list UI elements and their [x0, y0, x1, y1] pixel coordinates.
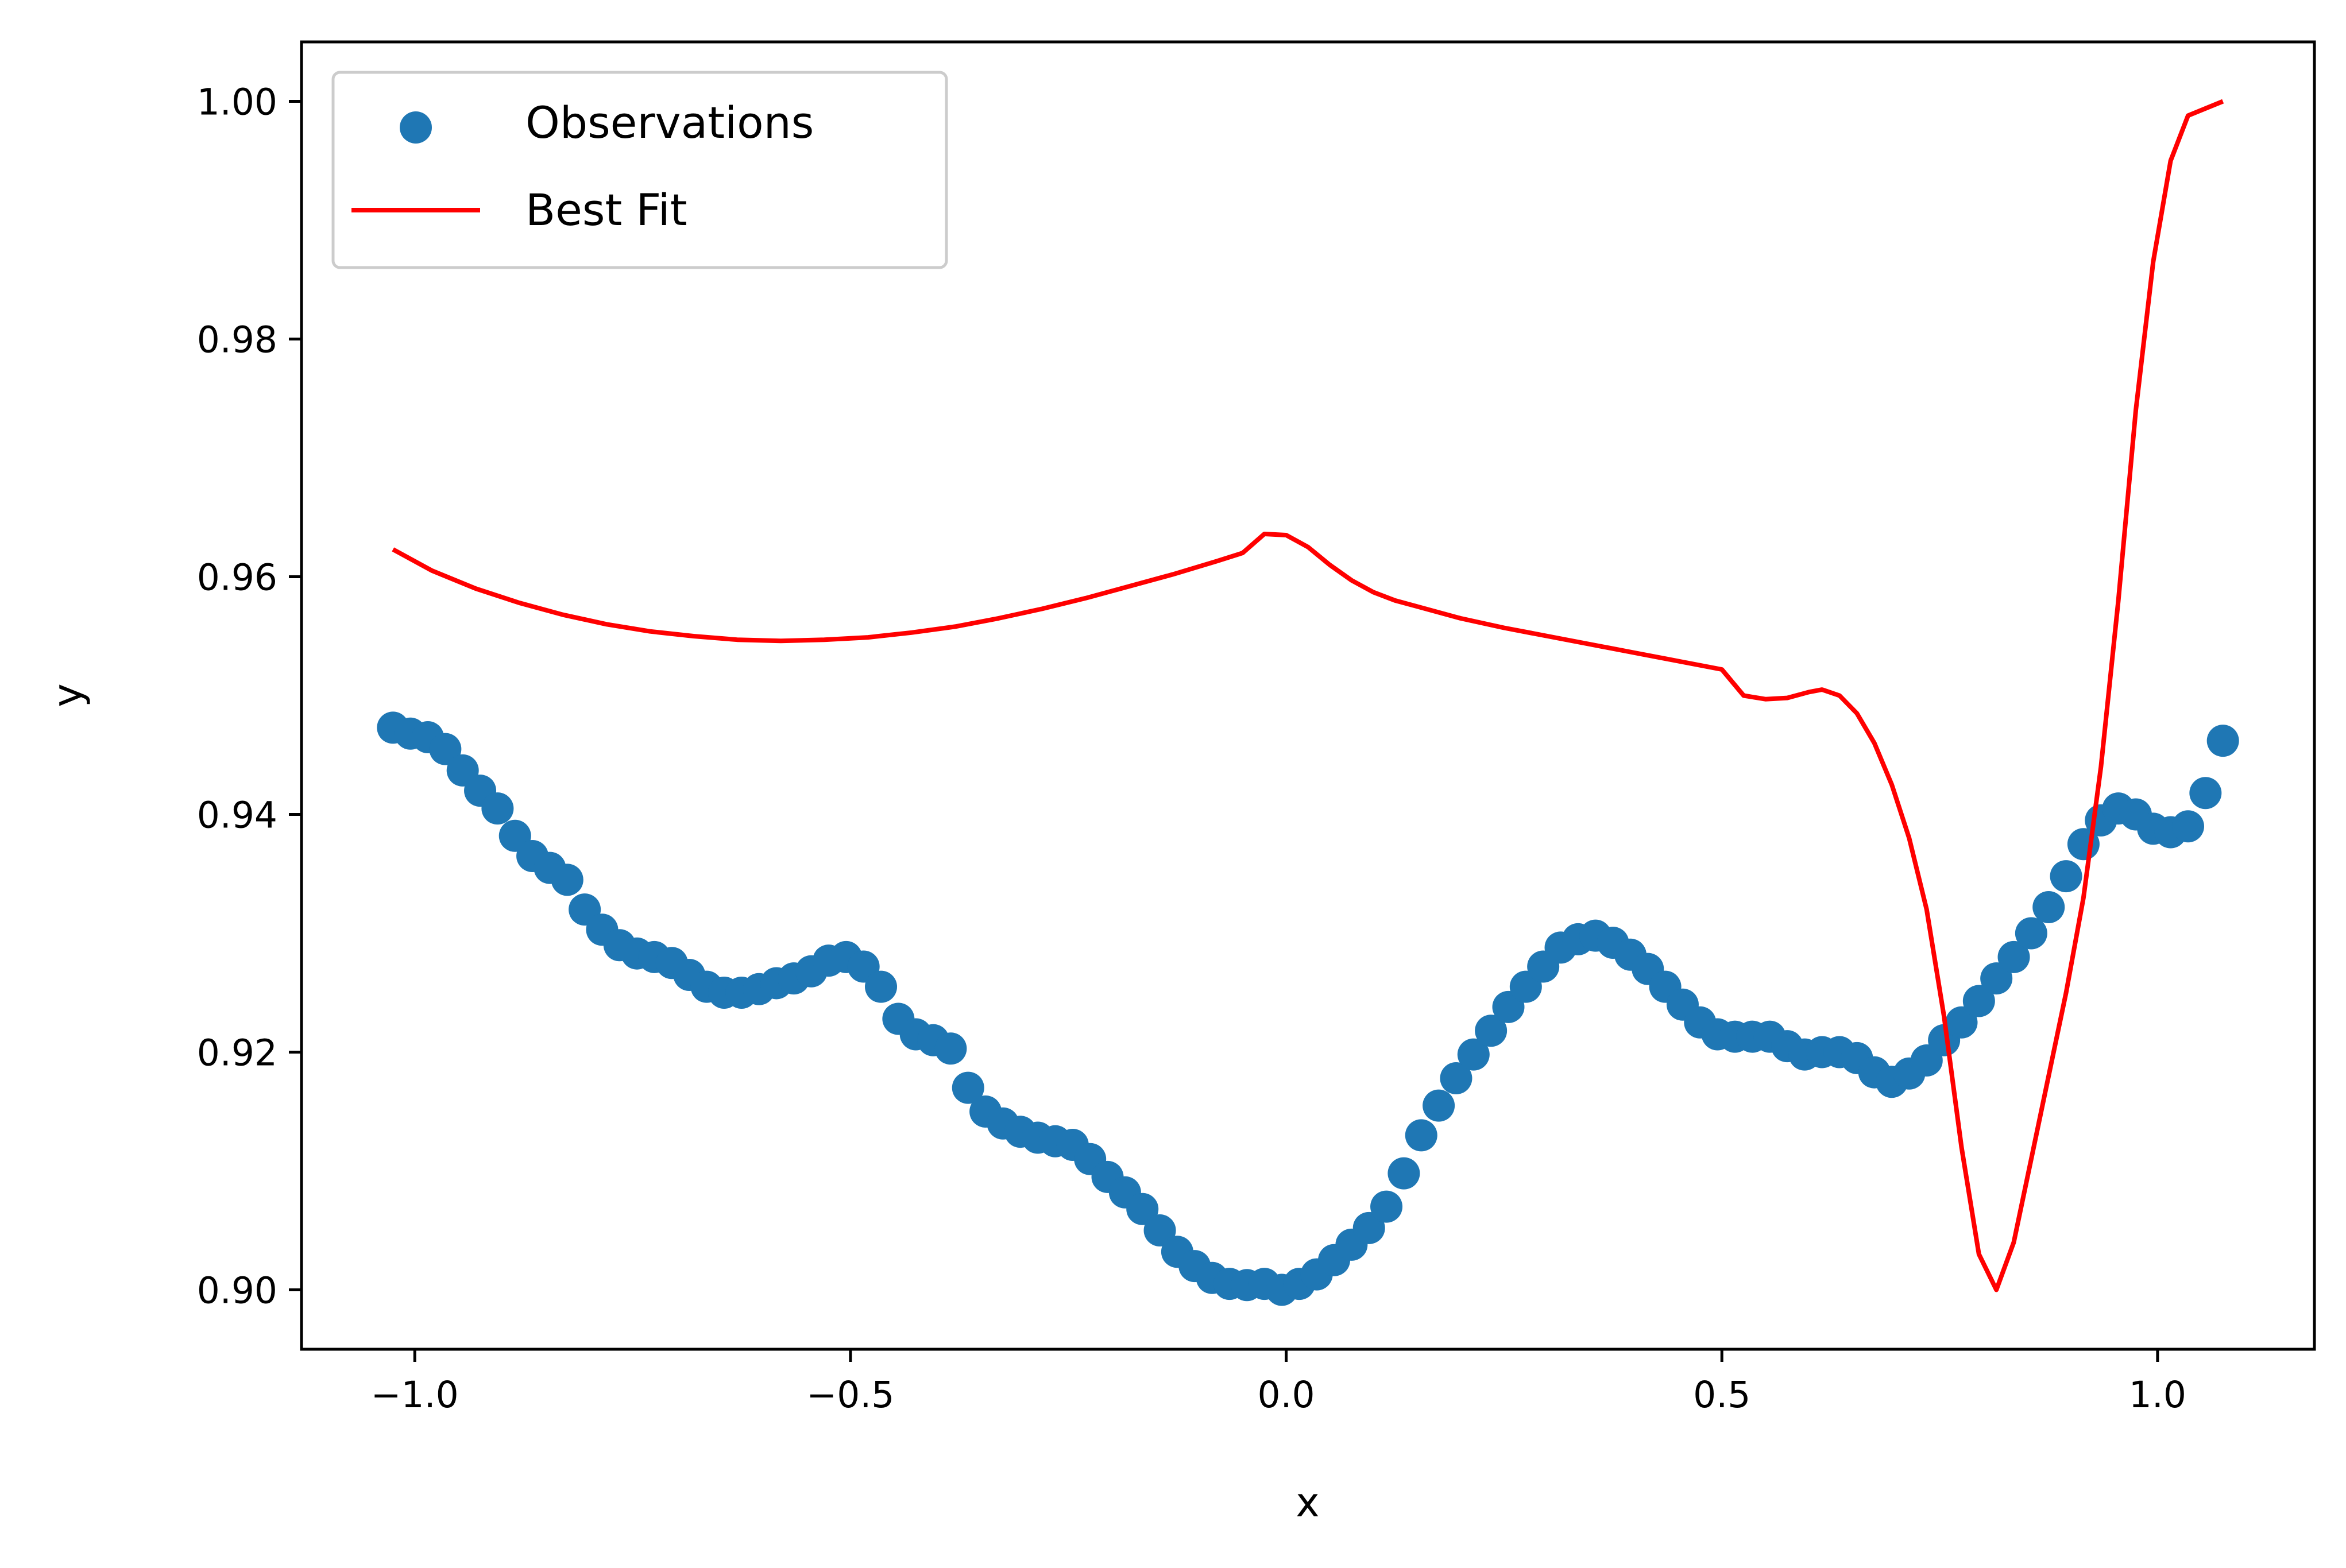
- observation-point: [1143, 1214, 1176, 1246]
- legend-box: [331, 71, 948, 269]
- observation-point: [1980, 962, 2013, 995]
- observation-point: [1475, 1015, 1508, 1047]
- y-tick-label: 0.98: [197, 319, 277, 361]
- x-tick-label: 0.0: [1257, 1374, 1315, 1416]
- observation-point: [1962, 985, 1995, 1017]
- y-axis-label: y: [44, 683, 91, 707]
- legend-best-fit-label: Best Fit: [525, 184, 687, 235]
- x-tick-label: 0.5: [1693, 1374, 1750, 1416]
- observation-point: [865, 970, 898, 1003]
- y-tick-label: 0.92: [197, 1032, 277, 1074]
- observation-point: [2032, 891, 2065, 923]
- y-tick-label: 0.94: [197, 795, 277, 837]
- observation-point: [551, 864, 583, 896]
- observation-point: [934, 1032, 967, 1065]
- plot-area: [377, 99, 2239, 1306]
- legend-observations-marker: [400, 111, 432, 144]
- legend: Observations Best Fit: [331, 71, 948, 269]
- observation-point: [1945, 1006, 1978, 1039]
- observation-point: [1457, 1038, 1490, 1071]
- observation-point: [2171, 810, 2204, 843]
- x-tick-label: −0.5: [806, 1374, 894, 1416]
- observation-point: [1440, 1062, 1472, 1095]
- y-tick-label: 0.96: [197, 557, 277, 599]
- x-axis-label: x: [1296, 1479, 1319, 1526]
- x-tick-label: −1.0: [371, 1374, 459, 1416]
- observation-point: [1370, 1190, 1403, 1223]
- observation-point: [1387, 1157, 1420, 1190]
- observation-point: [2050, 860, 2082, 893]
- observation-point: [1423, 1089, 1455, 1122]
- observation-point: [2206, 725, 2239, 757]
- best-fit-line: [392, 99, 2224, 1292]
- y-tick-label: 1.00: [197, 82, 277, 123]
- x-tick-label: 1.0: [2129, 1374, 2186, 1416]
- legend-observations-label: Observations: [525, 97, 814, 148]
- observation-point: [429, 733, 462, 765]
- observation-point: [1997, 940, 2030, 973]
- axis-ticks: −1.0 −0.5 0.0 0.5 1.0 0.90 0.92 0.94 0.96 0.98 1.0…: [197, 82, 2186, 1416]
- observation-point: [2015, 917, 2047, 950]
- observation-point: [1126, 1193, 1159, 1225]
- observation-point: [1405, 1119, 1437, 1152]
- axes-frame: [300, 40, 2316, 1351]
- y-tick-label: 0.90: [197, 1270, 277, 1312]
- observation-point: [1352, 1211, 1385, 1244]
- observation-point: [2189, 777, 2222, 810]
- observation-point: [952, 1071, 984, 1104]
- observation-point: [481, 792, 514, 825]
